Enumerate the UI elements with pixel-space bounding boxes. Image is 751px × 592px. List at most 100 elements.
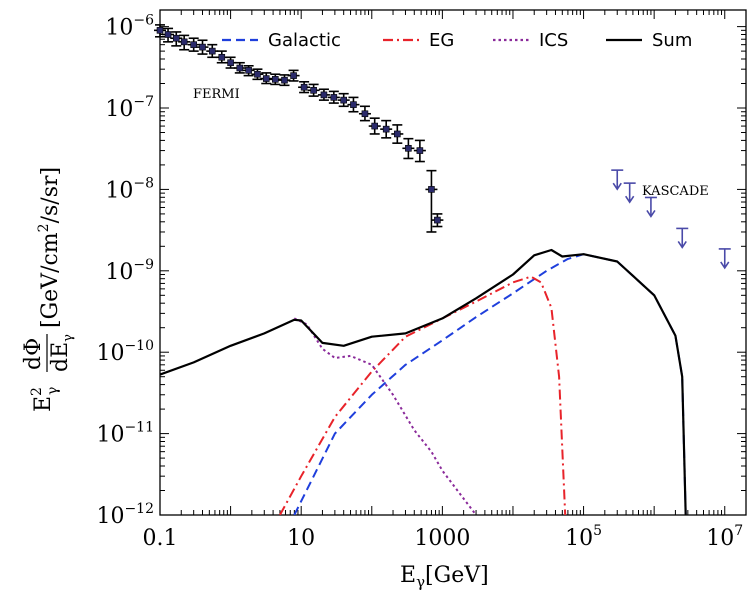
fermi-point xyxy=(394,130,401,138)
fermi-point xyxy=(340,96,347,104)
x-tick-labels: 0.1 10 1000 105 107 xyxy=(143,523,744,551)
y-tick-label-base: 10 xyxy=(96,423,124,448)
y-tick-label-exp: −12 xyxy=(124,501,154,517)
y-axis-den: dE xyxy=(48,342,73,372)
series-line-ics xyxy=(293,317,477,515)
fermi-point xyxy=(172,34,180,42)
y-tick-label-base: 10 xyxy=(105,16,133,41)
y-tick-label-exp: −7 xyxy=(133,94,154,110)
fermi-point xyxy=(218,53,226,61)
fermi-point xyxy=(245,67,252,74)
fermi-point xyxy=(320,91,328,99)
y-axis-num: dΦ xyxy=(21,338,46,370)
fermi-point xyxy=(300,83,308,91)
fermi-point xyxy=(290,72,297,79)
kascade-limit-arrow xyxy=(612,182,622,191)
y-axis-units-sup: 2 xyxy=(36,223,52,232)
fermi-point xyxy=(371,122,379,130)
y-tick-label-exp: −11 xyxy=(124,420,154,436)
fermi-point xyxy=(350,101,357,108)
fermi-data xyxy=(154,24,444,233)
x-tick-label: 0.1 xyxy=(143,526,178,551)
x-tick-label: 10 xyxy=(287,526,315,551)
y-tick-label: 10−8 xyxy=(105,175,154,203)
kascade-limit-arrow xyxy=(646,210,656,218)
y-tick-label-base: 10 xyxy=(105,97,133,122)
series-line-sum xyxy=(160,248,687,515)
y-tick-label: 10−12 xyxy=(96,501,154,529)
fermi-point xyxy=(330,94,338,101)
y-axis-units-b: /s/sr] xyxy=(38,167,63,224)
x-tick-label: 1000 xyxy=(414,526,470,551)
plot-frame xyxy=(159,9,747,516)
fermi-point xyxy=(310,87,317,94)
series-line-galactic xyxy=(293,253,687,515)
fermi-point xyxy=(428,186,435,193)
y-tick-label: 10−6 xyxy=(105,13,154,41)
y-tick-label: 10−9 xyxy=(105,257,154,285)
x-axis-title-rest: [GeV] xyxy=(425,563,489,588)
y-tick-label: 10−7 xyxy=(105,94,154,122)
series-line-eg xyxy=(279,275,567,515)
fermi-point xyxy=(272,76,279,83)
y-axis-prefix-sup: 2 xyxy=(29,387,45,396)
y-tick-label-base: 10 xyxy=(96,341,124,366)
y-tick-label-base: 10 xyxy=(105,178,133,203)
fermi-point xyxy=(281,76,288,84)
fermi-point xyxy=(361,110,369,118)
legend: Galactic EG ICS Sum xyxy=(222,30,692,51)
legend-label-galactic: Galactic xyxy=(268,30,341,51)
kascade-limit-arrow xyxy=(677,240,687,249)
x-axis-title-main: E xyxy=(400,563,416,588)
x-tick-label-base: 10 xyxy=(565,526,593,551)
fermi-point xyxy=(254,70,261,78)
kascade-data xyxy=(611,169,731,270)
y-tick-label-exp: −9 xyxy=(133,257,154,273)
fermi-point xyxy=(190,41,197,48)
fermi-point xyxy=(236,64,244,72)
svg-text:dEγ: dEγ xyxy=(48,334,76,372)
fermi-point xyxy=(199,43,206,51)
y-tick-label: 10−10 xyxy=(96,338,154,366)
y-axis-title: E2γ dΦ dEγ [GeV/cm2/s/sr] xyxy=(21,167,76,412)
fermi-point xyxy=(434,216,441,224)
fermi-label: FERMI xyxy=(193,87,240,102)
y-axis-den-sub: γ xyxy=(61,334,76,342)
fermi-point xyxy=(227,59,234,67)
legend-label-sum: Sum xyxy=(652,30,692,51)
kascade-label: KASCADE xyxy=(642,184,709,199)
y-tick-label-exp: −6 xyxy=(133,13,154,29)
svg-text:E2γ: E2γ xyxy=(29,387,61,412)
fermi-point xyxy=(262,75,270,82)
x-tick-label: 107 xyxy=(706,523,743,551)
y-axis-prefix: E xyxy=(31,396,56,412)
y-tick-label-exp: −10 xyxy=(124,338,154,354)
x-axis-title-sub: γ xyxy=(416,573,425,591)
x-tick-label-exp: 5 xyxy=(593,523,602,539)
fermi-point xyxy=(405,144,412,152)
svg-text:[GeV/cm2/s/sr]: [GeV/cm2/s/sr] xyxy=(36,167,63,328)
x-tick-label-base: 10 xyxy=(706,526,734,551)
x-axis-title: Eγ[GeV] xyxy=(400,563,489,591)
y-axis-prefix-sub: γ xyxy=(45,387,61,395)
fermi-point xyxy=(180,38,188,46)
y-tick-label-exp: −8 xyxy=(133,175,154,191)
kascade-limit-arrow xyxy=(720,261,730,270)
y-tick-label-base: 10 xyxy=(105,260,133,285)
legend-label-eg: EG xyxy=(429,30,454,51)
legend-label-ics: ICS xyxy=(539,30,568,51)
y-tick-label: 10−11 xyxy=(96,420,154,448)
y-tick-label-base: 10 xyxy=(96,504,124,529)
kascade-limit-arrow xyxy=(625,195,635,204)
fermi-point xyxy=(416,147,424,154)
fermi-point xyxy=(156,27,164,34)
axis-ticks xyxy=(159,10,747,516)
series-layer xyxy=(160,248,687,515)
y-axis-units-a: [GeV/cm xyxy=(38,232,63,328)
fermi-point xyxy=(208,47,216,55)
fermi-point xyxy=(164,31,172,38)
fermi-point xyxy=(382,125,390,133)
x-tick-label-exp: 7 xyxy=(734,523,743,539)
